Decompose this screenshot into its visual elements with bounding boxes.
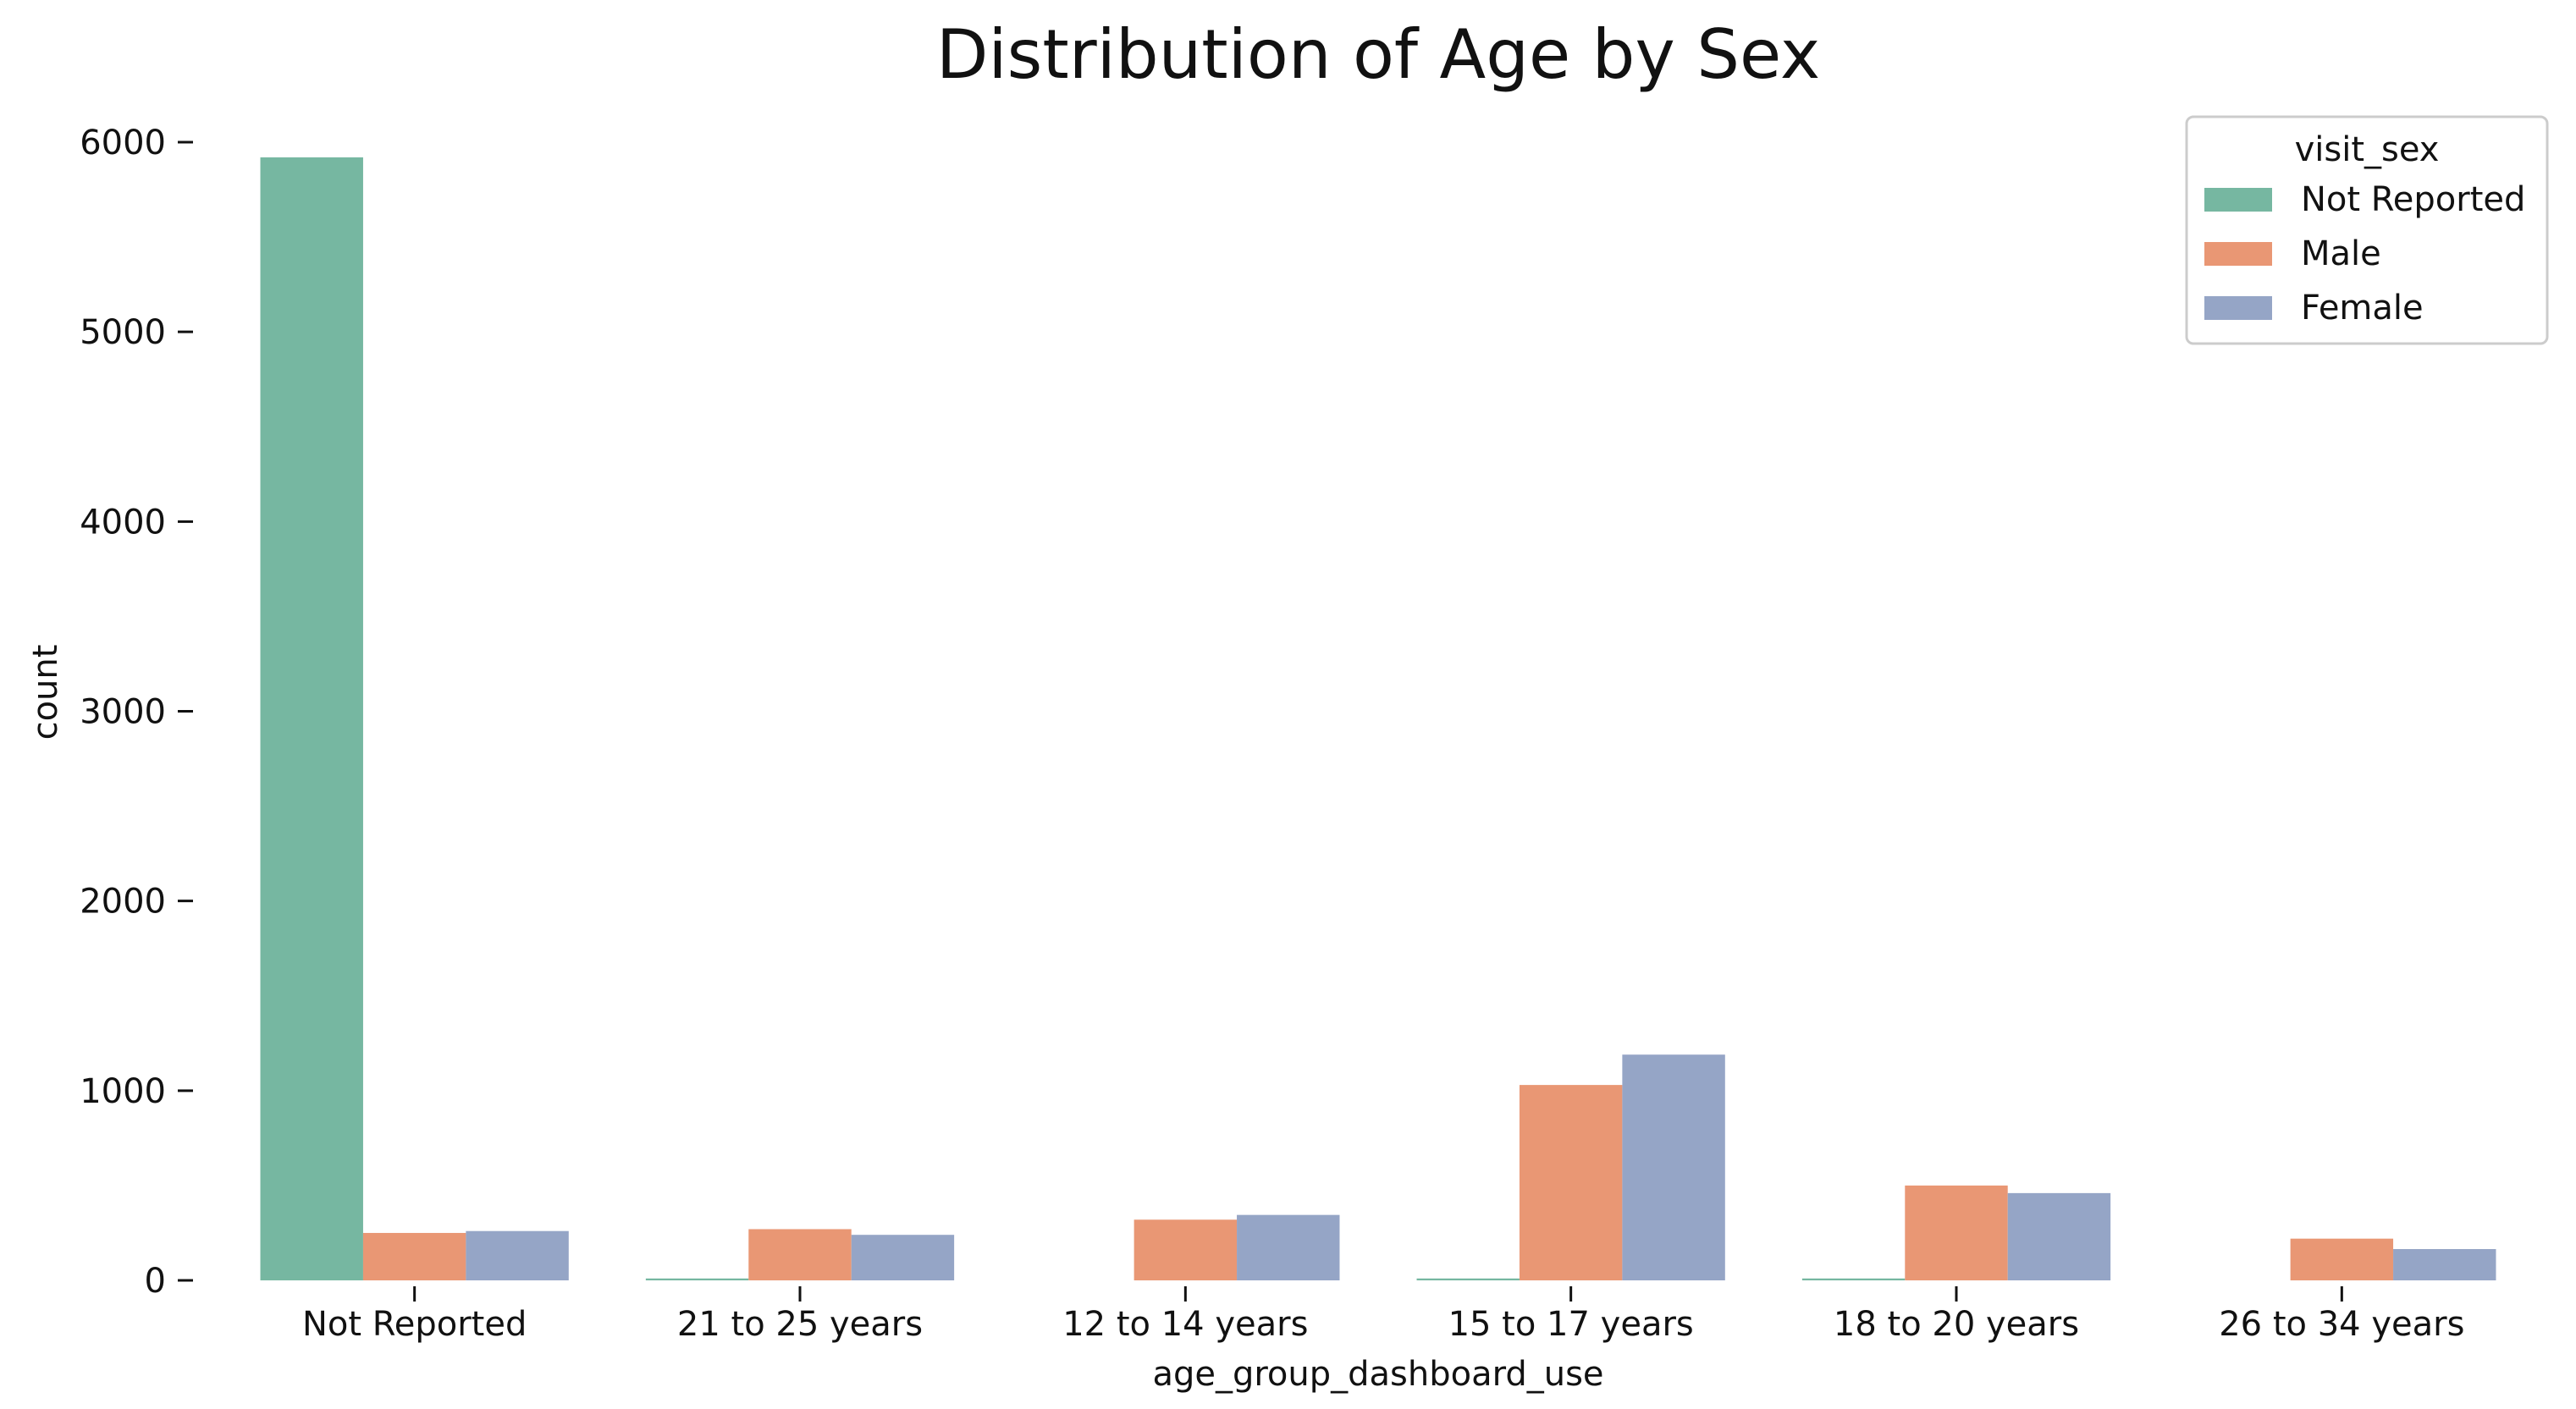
legend-frame — [2185, 115, 2549, 345]
y-tick-label: 2000 — [80, 883, 166, 922]
legend-label: Not Reported — [2301, 180, 2525, 219]
bar-male — [1905, 1185, 2008, 1280]
bar-female — [2393, 1249, 2496, 1280]
y-tick-label: 1000 — [80, 1072, 166, 1111]
bar-male — [362, 1232, 466, 1280]
bar-female — [851, 1235, 955, 1280]
legend-swatch — [2204, 188, 2272, 212]
x-tick-label: 26 to 34 years — [2219, 1305, 2464, 1344]
bar-not-reported — [1801, 1278, 1906, 1280]
bar-female — [1622, 1054, 1725, 1280]
bar-not-reported — [645, 1278, 749, 1280]
legend-title: visit_sex — [2295, 130, 2440, 169]
bar-not-reported — [1416, 1278, 1520, 1280]
y-axis: 0 1000 2000 3000 4000 5000 6000 — [80, 124, 193, 1301]
y-tick-label: 5000 — [80, 313, 166, 352]
bar-female — [1237, 1214, 1340, 1280]
y-axis-label: count — [26, 645, 65, 740]
legend-entries: Not Reported Male Female — [2204, 180, 2525, 327]
x-axis-label: age_group_dashboard_use — [1152, 1355, 1603, 1394]
legend: visit_sex Not Reported Male Female — [2185, 115, 2549, 345]
bar-male — [748, 1229, 852, 1280]
legend-label: Female — [2301, 289, 2424, 327]
chart-title: Distribution of Age by Sex — [936, 15, 1820, 94]
legend-label: Male — [2301, 234, 2381, 273]
y-tick-label: 6000 — [80, 124, 166, 162]
bar-female — [466, 1230, 569, 1280]
y-tick-label: 3000 — [80, 693, 166, 732]
x-tick-label: 15 to 17 years — [1448, 1305, 1694, 1344]
y-tick-label: 4000 — [80, 503, 166, 542]
x-tick-label: 21 to 25 years — [677, 1305, 923, 1344]
bar-female — [2007, 1192, 2111, 1280]
bar-male — [1134, 1219, 1238, 1280]
x-tick-label: 12 to 14 years — [1062, 1305, 1308, 1344]
bar-male — [1519, 1085, 1623, 1280]
x-tick-label: Not Reported — [302, 1305, 527, 1344]
legend-swatch — [2204, 242, 2272, 266]
x-tick-label: 18 to 20 years — [1834, 1305, 2079, 1344]
legend-swatch — [2204, 296, 2272, 320]
x-axis: Not Reported 21 to 25 years 12 to 14 years… — [302, 1286, 2464, 1344]
bar-not-reported — [260, 157, 363, 1280]
bars-group — [260, 157, 2496, 1280]
y-tick-label: 0 — [145, 1262, 166, 1301]
bar-male — [2290, 1238, 2394, 1280]
